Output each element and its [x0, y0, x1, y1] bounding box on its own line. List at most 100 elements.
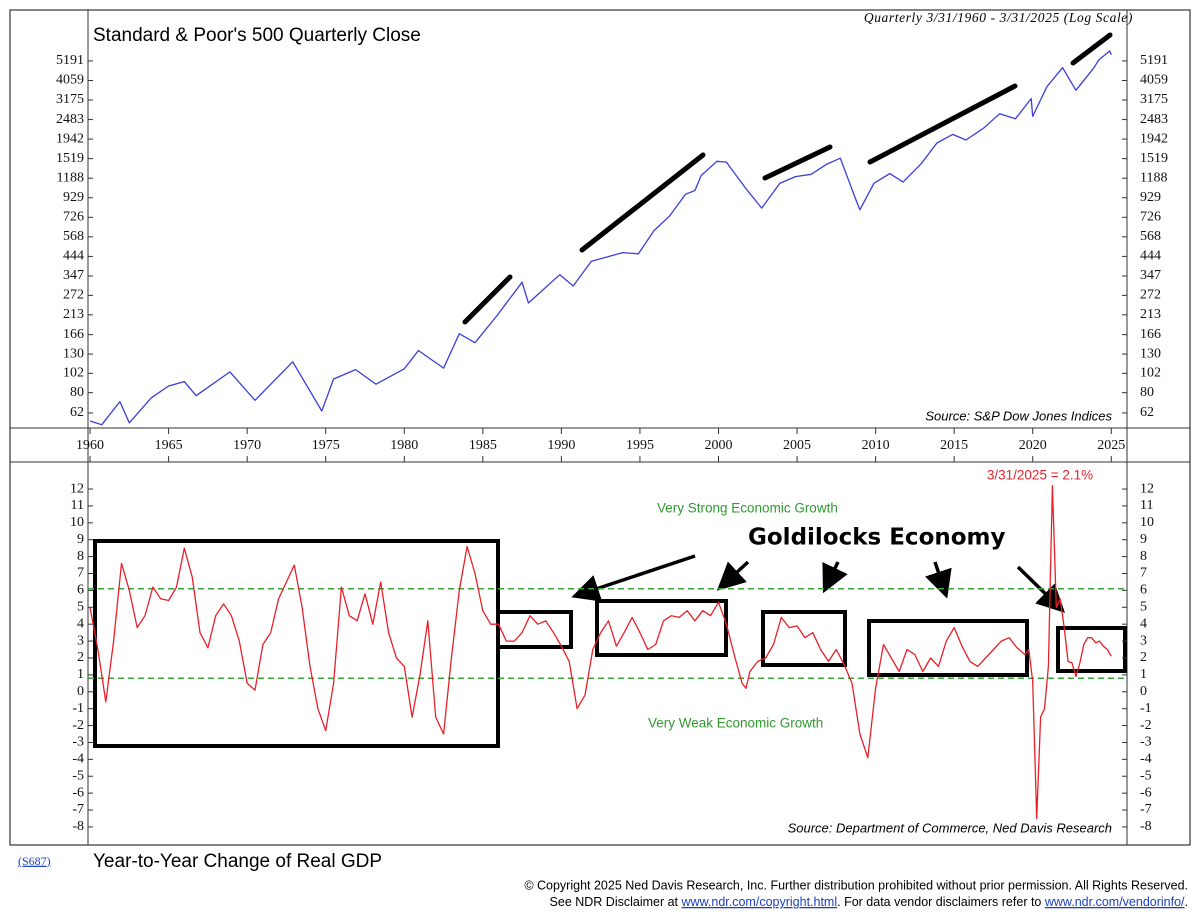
y-tick-label: 213 [63, 307, 84, 322]
y-tick-label: 4059 [56, 73, 84, 88]
y-tick-label: 213 [1140, 307, 1161, 322]
y-tick-label: 5 [1140, 600, 1147, 615]
y-tick-label: 1188 [57, 170, 84, 185]
y-tick-label: -1 [1140, 701, 1152, 716]
y-tick-label: 1519 [1140, 151, 1168, 166]
y-tick-label: 929 [1140, 190, 1161, 205]
disclaimer-text: . For data vendor disclaimers refer to [837, 895, 1045, 909]
y-tick-label: -4 [72, 752, 84, 767]
y-tick-label: 11 [71, 498, 84, 513]
y-tick-label: 4 [1140, 616, 1147, 631]
latest-label: 3/31/2025 = 2.1% [987, 468, 1093, 483]
y-tick-label: -8 [1140, 819, 1152, 834]
disclaimer: See NDR Disclaimer at www.ndr.com/copyri… [550, 895, 1188, 909]
chart-title: Year-to-Year Change of Real GDP [93, 851, 382, 872]
x-tick-label: 2005 [783, 438, 811, 453]
x-tick-label: 1980 [390, 438, 418, 453]
data-line [89, 485, 1112, 820]
trend-lines [462, 32, 1113, 325]
y-tick-label: -8 [72, 819, 84, 834]
copyright: © Copyright 2025 Ned Davis Research, Inc… [524, 878, 1188, 892]
y-tick-label: 5191 [1140, 53, 1168, 68]
link[interactable]: www.ndr.com/vendorinfo/ [1044, 895, 1185, 909]
y-tick-label: -6 [1140, 785, 1152, 800]
y-tick-label: 5 [77, 600, 84, 615]
y-tick-label: 11 [1140, 498, 1153, 513]
chart-title: Standard & Poor's 500 Quarterly Close [93, 25, 421, 46]
y-tick-label: 347 [63, 268, 84, 283]
disclaimer-text: . [1185, 895, 1188, 909]
y-tick-label: -2 [1140, 718, 1152, 733]
y-tick-label: -2 [72, 718, 84, 733]
y-tick-label: 0 [1140, 684, 1147, 699]
goldilocks-boxes [93, 539, 1127, 748]
y-tick-label: 8 [77, 549, 84, 564]
y-tick-label: 4059 [1140, 73, 1168, 88]
source: Source: S&P Dow Jones Indices [925, 408, 1112, 423]
y-tick-label: -5 [1140, 768, 1152, 783]
y-tick-label: 62 [1140, 405, 1154, 420]
y-tick-label: -4 [1140, 752, 1152, 767]
y-tick-label: 80 [70, 385, 84, 400]
y-tick-label: 568 [1140, 229, 1161, 244]
y-tick-label: 5191 [56, 53, 84, 68]
y-tick-label: 929 [63, 190, 84, 205]
y-tick-label: 102 [63, 366, 84, 381]
y-tick-label: 3 [1140, 633, 1147, 648]
data-line [89, 50, 1112, 426]
chart-code[interactable]: (S687) [18, 854, 51, 868]
y-tick-label: -5 [72, 768, 84, 783]
callout: Goldilocks Economy [748, 525, 1006, 551]
y-tick-label: -7 [1140, 802, 1152, 817]
y-tick-label: 272 [63, 288, 84, 303]
y-tick-label: 2 [77, 650, 84, 665]
y-tick-label: 3175 [1140, 92, 1168, 107]
y-tick-label: 80 [1140, 385, 1154, 400]
y-tick-label: 1 [77, 667, 84, 682]
y-tick-label: -6 [72, 785, 84, 800]
y-tick-label: 8 [1140, 549, 1147, 564]
y-tick-label: 166 [63, 327, 84, 342]
y-tick-label: 3175 [56, 92, 84, 107]
x-tick-label: 2015 [940, 438, 968, 453]
y-tick-label: 9 [77, 532, 84, 547]
y-tick-label: 10 [1140, 515, 1154, 530]
y-tick-label: -7 [72, 802, 84, 817]
y-tick-label: 12 [70, 481, 84, 496]
x-tick-label: 1970 [233, 438, 261, 453]
y-tick-label: 10 [70, 515, 84, 530]
y-tick-label: -1 [72, 701, 84, 716]
y-tick-label: 2483 [56, 112, 84, 127]
y-tick-label: 130 [1140, 346, 1161, 361]
y-tick-label: 272 [1140, 288, 1161, 303]
y-tick-label: 3 [77, 633, 84, 648]
y-tick-label: 0 [77, 684, 84, 699]
x-tick-label: 1965 [155, 438, 183, 453]
x-tick-label: 1995 [626, 438, 654, 453]
x-tick-label: 1975 [312, 438, 340, 453]
y-tick-label: 6 [1140, 583, 1147, 598]
y-tick-label: 4 [77, 616, 84, 631]
y-tick-label: 7 [77, 566, 84, 581]
y-tick-label: 6 [77, 583, 84, 598]
y-tick-label: 2483 [1140, 112, 1168, 127]
y-tick-label: 444 [63, 249, 84, 264]
callout-arrows [571, 554, 1066, 613]
x-tick-label: 2000 [705, 438, 733, 453]
upper-label: Very Strong Economic Growth [657, 501, 838, 516]
y-tick-label: 9 [1140, 532, 1147, 547]
y-tick-label: -3 [1140, 735, 1152, 750]
x-tick-label: 2025 [1097, 438, 1125, 453]
link[interactable]: www.ndr.com/copyright.html [681, 895, 838, 909]
x-tick-label: 2020 [1019, 438, 1047, 453]
x-tick-label: 2010 [862, 438, 890, 453]
y-tick-label: 62 [70, 405, 84, 420]
y-tick-label: 568 [63, 229, 84, 244]
x-tick-label: 1985 [469, 438, 497, 453]
x-tick-label: 1990 [547, 438, 575, 453]
y-tick-label: 1942 [1140, 131, 1168, 146]
y-tick-label: 1942 [56, 131, 84, 146]
source: Source: Department of Commerce, Ned Davi… [788, 820, 1112, 835]
y-tick-label: 1188 [1140, 170, 1167, 185]
